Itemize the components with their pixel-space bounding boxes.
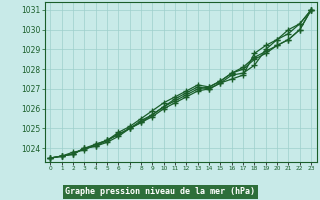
Text: Graphe pression niveau de la mer (hPa): Graphe pression niveau de la mer (hPa) — [65, 187, 255, 196]
